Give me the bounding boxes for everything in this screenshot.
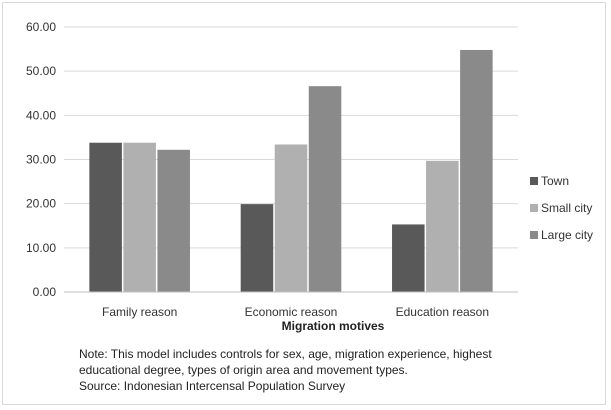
bar-town — [89, 142, 122, 292]
bar-town — [240, 204, 274, 292]
legend-label: Small city — [541, 201, 592, 215]
y-tick-label: 10.00 — [26, 241, 56, 255]
bar-large-city — [460, 49, 493, 292]
chart-notes: Note: This model includes controls for s… — [79, 346, 599, 394]
note-line-3: Source: Indonesian Intercensal Populatio… — [79, 379, 346, 393]
bar-small-city — [123, 142, 156, 292]
y-tick-label: 40.00 — [26, 108, 56, 122]
x-tick-label: Economic reason — [245, 305, 338, 319]
y-axis-ticks: 0.00 10.00 20.00 30.00 40.00 50.00 60.00 — [26, 20, 56, 299]
y-tick-label: 30.00 — [26, 153, 56, 167]
legend-label: Town — [541, 174, 569, 188]
legend-label: Large city — [541, 228, 593, 242]
bar-large-city — [308, 86, 342, 292]
note-line-1: Note: This model includes controls for s… — [79, 347, 492, 361]
x-axis-ticks: Family reason Economic reason Education re… — [102, 305, 489, 319]
bar-large-city — [157, 149, 190, 292]
legend-swatch — [530, 204, 538, 212]
y-tick-label: 60.00 — [26, 20, 56, 34]
bar-small-city — [274, 144, 308, 292]
legend-swatch — [530, 177, 538, 185]
note-line-2: educational degree, types of origin area… — [79, 363, 408, 377]
x-axis-title: Migration motives — [282, 319, 385, 333]
legend-swatch — [530, 231, 538, 239]
bars — [89, 49, 493, 292]
y-tick-label: 0.00 — [33, 285, 57, 299]
bar-small-city — [426, 160, 459, 292]
x-tick-label: Family reason — [102, 305, 177, 319]
legend: Town Small city Large city — [530, 174, 593, 242]
x-tick-label: Education reason — [396, 305, 489, 319]
y-tick-label: 20.00 — [26, 197, 56, 211]
y-tick-label: 50.00 — [26, 64, 56, 78]
bar-town — [392, 224, 425, 292]
